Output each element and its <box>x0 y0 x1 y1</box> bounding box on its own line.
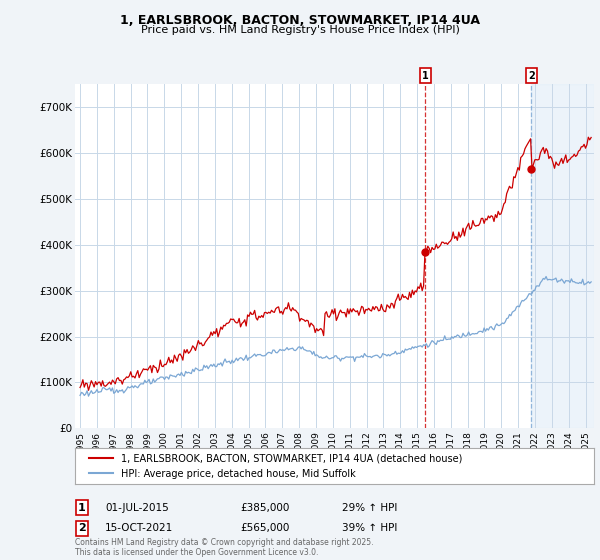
Text: 15-OCT-2021: 15-OCT-2021 <box>105 523 173 533</box>
Text: Contains HM Land Registry data © Crown copyright and database right 2025.
This d: Contains HM Land Registry data © Crown c… <box>75 538 373 557</box>
Text: £565,000: £565,000 <box>240 523 289 533</box>
Legend: 1, EARLSBROOK, BACTON, STOWMARKET, IP14 4UA (detached house), HPI: Average price: 1, EARLSBROOK, BACTON, STOWMARKET, IP14 … <box>85 450 466 483</box>
Text: 1: 1 <box>422 71 429 81</box>
Text: Price paid vs. HM Land Registry's House Price Index (HPI): Price paid vs. HM Land Registry's House … <box>140 25 460 35</box>
Text: 1: 1 <box>78 503 86 513</box>
Bar <box>532 84 594 428</box>
Text: 29% ↑ HPI: 29% ↑ HPI <box>342 503 397 513</box>
Text: 39% ↑ HPI: 39% ↑ HPI <box>342 523 397 533</box>
Text: 1, EARLSBROOK, BACTON, STOWMARKET, IP14 4UA: 1, EARLSBROOK, BACTON, STOWMARKET, IP14 … <box>120 14 480 27</box>
Text: 2: 2 <box>78 523 86 533</box>
Text: 2: 2 <box>528 71 535 81</box>
Text: £385,000: £385,000 <box>240 503 289 513</box>
Text: 01-JUL-2015: 01-JUL-2015 <box>105 503 169 513</box>
